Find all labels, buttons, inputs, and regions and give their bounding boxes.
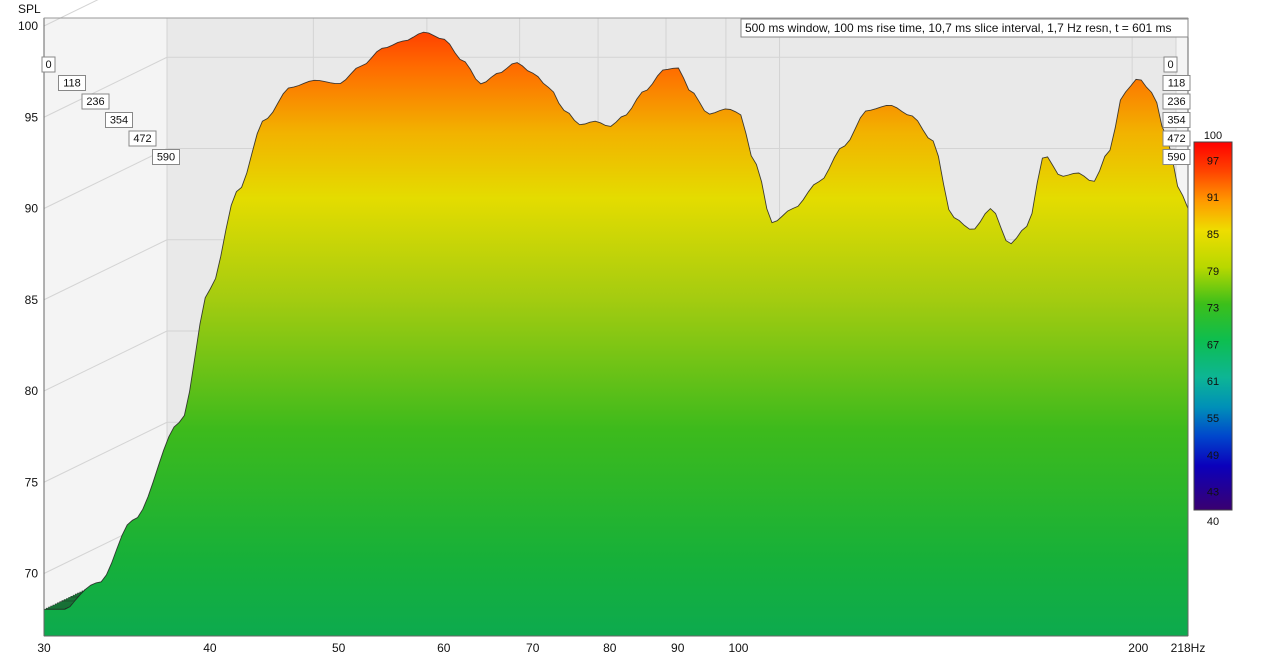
svg-text:472: 472 <box>1167 133 1185 145</box>
y-tick-label: 90 <box>25 202 39 216</box>
y-tick-label: 70 <box>25 567 39 581</box>
colorbar-tick-label: 67 <box>1207 339 1219 351</box>
svg-text:590: 590 <box>157 152 175 164</box>
svg-text:236: 236 <box>1167 96 1185 108</box>
x-tick-label: 80 <box>603 641 617 655</box>
chart-title-box: 500 ms window, 100 ms rise time, 10,7 ms… <box>740 18 1189 38</box>
colorbar <box>1193 141 1233 511</box>
time-label-right: 590 <box>1162 149 1191 165</box>
time-axis-labels-right: 0 118 236 354 472 590 <box>1162 56 1191 165</box>
x-tick-label: 40 <box>203 641 217 655</box>
colorbar-tick-label: 100 <box>1204 130 1222 142</box>
x-tick-label: 100 <box>728 641 748 655</box>
svg-text:0: 0 <box>45 59 51 71</box>
colorbar-tick-label: 61 <box>1207 376 1219 388</box>
time-label-left: 118 <box>58 75 86 91</box>
time-label-right: 118 <box>1162 75 1191 91</box>
time-label-left: 590 <box>152 149 180 165</box>
colorbar-gradient <box>1193 141 1233 511</box>
chart-title: 500 ms window, 100 ms rise time, 10,7 ms… <box>745 21 1172 35</box>
svg-text:0: 0 <box>1167 59 1173 71</box>
colorbar-tick-label: 73 <box>1207 303 1219 315</box>
time-label-left: 354 <box>105 112 133 128</box>
colorbar-tick-label: 91 <box>1207 192 1219 204</box>
colorbar-tick-label: 97 <box>1207 155 1219 167</box>
time-axis-labels-left: 0 118 236 354 472 590 <box>41 56 180 165</box>
colorbar-tick-label: 55 <box>1207 413 1219 425</box>
svg-text:236: 236 <box>86 96 104 108</box>
y-axis-ticks: 70 75 80 85 90 95 100 <box>18 19 38 581</box>
colorbar-tick-label: 85 <box>1207 229 1219 241</box>
colorbar-tick-label: 79 <box>1207 266 1219 278</box>
time-label-right: 354 <box>1162 112 1191 128</box>
x-tick-label: 50 <box>332 641 346 655</box>
time-label-right: 0 <box>1163 56 1178 73</box>
y-tick-label: 75 <box>25 475 39 489</box>
x-tick-label: 218Hz <box>1171 641 1206 655</box>
time-label-left: 472 <box>128 130 157 147</box>
x-tick-label: 200 <box>1128 641 1148 655</box>
svg-text:472: 472 <box>133 133 151 145</box>
x-tick-label: 30 <box>37 641 51 655</box>
svg-text:590: 590 <box>1167 152 1185 164</box>
time-label-right: 236 <box>1162 93 1191 110</box>
colorbar-tick-label: 40 <box>1207 516 1219 528</box>
time-label-right: 472 <box>1162 130 1191 147</box>
svg-text:354: 354 <box>110 115 128 127</box>
y-tick-label: 100 <box>18 19 38 33</box>
colorbar-tick-label: 49 <box>1207 450 1219 462</box>
y-tick-label: 80 <box>25 384 39 398</box>
svg-text:118: 118 <box>1168 78 1186 90</box>
x-axis-ticks: 30 40 50 60 70 80 90 100 200 218Hz <box>37 641 1205 655</box>
time-label-left: 0 <box>41 56 56 73</box>
colorbar-ticks: 100 97 91 85 79 73 67 61 55 49 43 40 <box>1204 130 1222 528</box>
x-tick-label: 70 <box>526 641 540 655</box>
time-label-left: 236 <box>81 93 110 110</box>
y-tick-label: 85 <box>25 293 39 307</box>
x-tick-label: 90 <box>671 641 685 655</box>
decay-slice <box>44 31 1188 636</box>
svg-text:118: 118 <box>63 78 81 90</box>
waterfall-slices <box>44 31 1188 636</box>
colorbar-tick-label: 43 <box>1207 487 1219 499</box>
x-tick-label: 60 <box>437 641 451 655</box>
svg-text:354: 354 <box>1167 115 1185 127</box>
y-axis-label: SPL <box>18 2 41 16</box>
y-tick-label: 95 <box>25 110 39 124</box>
